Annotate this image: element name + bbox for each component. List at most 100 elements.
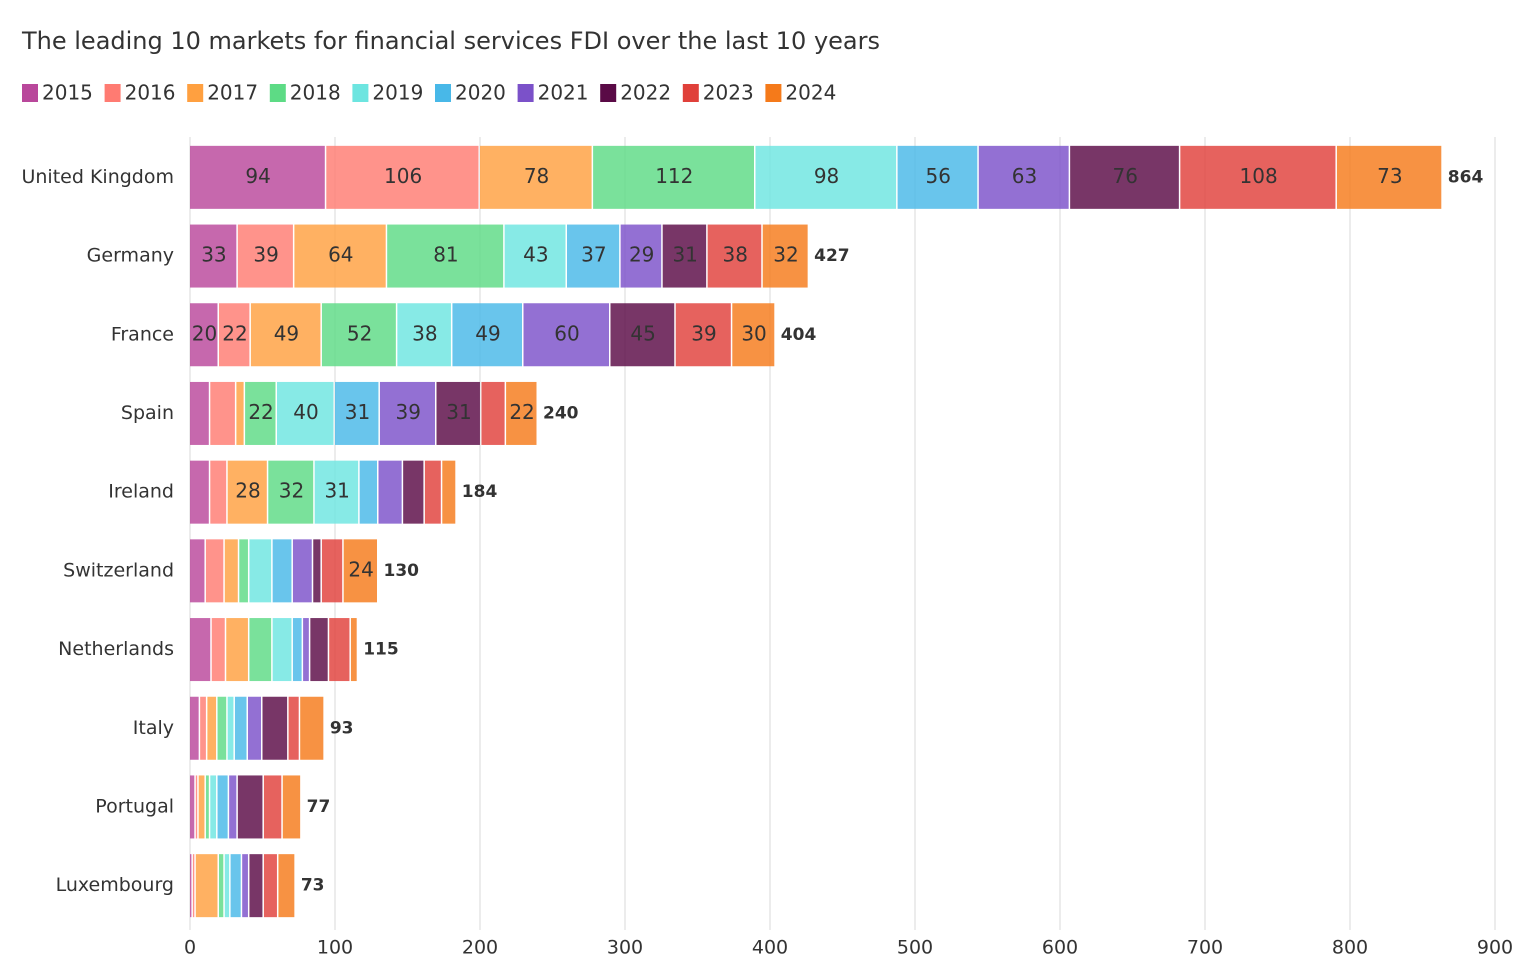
bar-segment [313, 539, 321, 603]
bar-segment [211, 618, 225, 682]
bar-segment [378, 460, 402, 524]
bar-segment [294, 224, 386, 288]
bar-segment [262, 696, 288, 760]
data-label: 40 [293, 400, 318, 424]
y-tick-label: Germany [87, 245, 174, 267]
bar-segment [198, 775, 205, 839]
bar-segment [190, 696, 199, 760]
bar-segment [442, 460, 456, 524]
bar-segment [272, 539, 292, 603]
legend-swatch [22, 84, 38, 102]
legend-label: 2021 [538, 81, 589, 105]
bar-segment [195, 854, 218, 918]
bar-segment [452, 303, 522, 367]
x-tick-label: 700 [1187, 937, 1223, 959]
bar-segment [234, 696, 247, 760]
x-tick-label: 500 [897, 937, 933, 959]
bar-segment [250, 303, 321, 367]
bar-segment [523, 303, 609, 367]
y-tick-label: Ireland [108, 481, 174, 503]
bar-segment [195, 775, 198, 839]
bar-segment [268, 460, 314, 524]
data-label: 22 [248, 400, 273, 424]
data-label: 108 [1240, 164, 1278, 188]
data-label: 24 [348, 557, 373, 581]
legend-label: 2015 [42, 81, 93, 105]
legend-label: 2022 [620, 81, 671, 105]
bar-segment [321, 303, 396, 367]
bar-segment [978, 145, 1069, 209]
bar-segment [387, 224, 504, 288]
legend-swatch [269, 84, 286, 102]
bar-segment [321, 539, 343, 603]
data-label: 49 [274, 321, 299, 345]
bar-segment [224, 539, 238, 603]
bar-segment [436, 381, 480, 445]
bar-segment [506, 381, 537, 445]
bar-segment [379, 381, 435, 445]
data-label: 94 [245, 164, 270, 188]
legend-swatch [600, 84, 617, 102]
bar-segment [403, 460, 424, 524]
data-label: 112 [655, 164, 693, 188]
data-label: 37 [581, 243, 606, 267]
bar-segment [292, 618, 302, 682]
bar-segment [567, 224, 620, 288]
bar-segment [272, 618, 292, 682]
legend-label: 2023 [703, 81, 754, 105]
bar-segment [190, 145, 325, 209]
total-label: 184 [462, 482, 498, 502]
bar-segment [314, 460, 359, 524]
bar-segment [335, 381, 379, 445]
x-tick-label: 400 [752, 937, 788, 959]
bar-segment [190, 303, 218, 367]
bar-segment [1070, 145, 1179, 209]
bar-segment [326, 145, 479, 209]
bar-segment [329, 618, 350, 682]
legend-label: 2017 [207, 81, 258, 105]
bar-segment [227, 696, 234, 760]
bar-segment [210, 460, 227, 524]
bar-segment [237, 775, 263, 839]
bar-segment [424, 460, 441, 524]
total-label: 77 [307, 797, 331, 817]
bar-segment [237, 224, 293, 288]
bar-segment [303, 618, 309, 682]
y-tick-label: Portugal [95, 795, 174, 817]
y-tick-label: Spain [121, 402, 174, 424]
bar-segment [192, 854, 195, 918]
data-label: 63 [1012, 164, 1037, 188]
bar-segment [350, 618, 357, 682]
legend-swatch [682, 84, 699, 102]
bar-segment [897, 145, 978, 209]
data-label: 32 [279, 479, 304, 503]
bar-segment [242, 854, 248, 918]
bar-segment [230, 854, 241, 918]
bar-segment [343, 539, 377, 603]
bar-segment [248, 696, 261, 760]
bar-segment [762, 224, 808, 288]
data-label: 49 [475, 321, 500, 345]
bar-segment [755, 145, 897, 209]
data-label: 60 [554, 321, 579, 345]
bar-segment [593, 145, 754, 209]
bar-segment [224, 854, 230, 918]
x-tick-label: 600 [1042, 937, 1078, 959]
data-label: 28 [235, 479, 260, 503]
bar-segment [263, 775, 282, 839]
data-label: 39 [691, 321, 716, 345]
y-tick-label: Switzerland [63, 559, 174, 581]
legend-swatch [352, 84, 369, 102]
bar-segment [249, 539, 272, 603]
bar-segment [277, 381, 334, 445]
data-label: 38 [412, 321, 437, 345]
legend-label: 2016 [125, 81, 176, 105]
data-label: 43 [523, 243, 548, 267]
bar-segment [481, 381, 505, 445]
data-label: 64 [328, 243, 353, 267]
bar-segment [190, 381, 209, 445]
bar-segment [229, 775, 237, 839]
data-label: 56 [925, 164, 950, 188]
bar-segment [219, 303, 250, 367]
bar-segment [207, 696, 217, 760]
